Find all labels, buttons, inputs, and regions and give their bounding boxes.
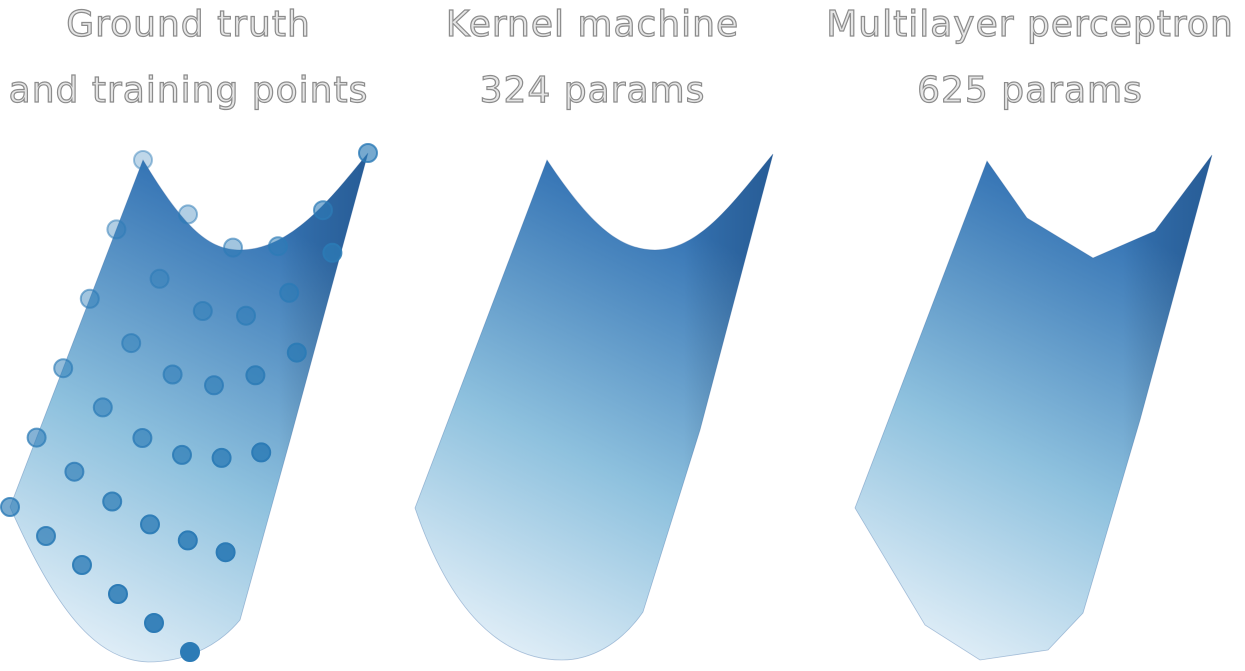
training-point: [36, 526, 56, 546]
training-point: [245, 365, 266, 386]
training-point: [251, 442, 272, 463]
ground-truth-surface: [9, 152, 369, 663]
training-point: [180, 642, 200, 662]
training-point: [358, 143, 378, 163]
training-point: [72, 555, 92, 575]
surface-shading: [10, 153, 368, 662]
kernel-machine-surface: [414, 153, 774, 661]
training-point: [322, 242, 343, 263]
surface-shading: [415, 154, 773, 660]
training-point: [79, 288, 100, 309]
training-point: [172, 444, 192, 465]
training-point: [211, 447, 232, 468]
training-point: [204, 375, 224, 396]
training-point: [102, 491, 123, 512]
training-points: [0, 143, 378, 662]
title-line-1: Multilayer perceptron: [826, 3, 1234, 45]
training-point: [26, 427, 47, 448]
training-point: [106, 219, 127, 240]
panel-title-mlp: Multilayer perceptron 625 params: [800, 0, 1245, 124]
training-point: [223, 237, 243, 258]
training-point: [215, 542, 236, 563]
panel-title-ground-truth: Ground truth and training points: [0, 0, 377, 124]
training-point: [0, 497, 20, 517]
surface-shading: [855, 155, 1212, 660]
title-line-1: Ground truth: [66, 3, 311, 45]
training-point: [133, 150, 153, 170]
title-line-1: Kernel machine: [445, 3, 740, 45]
training-point: [236, 305, 256, 326]
training-point: [149, 268, 170, 289]
training-point: [162, 364, 183, 385]
mlp-surface: [854, 154, 1213, 661]
training-point: [286, 342, 307, 363]
training-point: [92, 397, 113, 418]
training-point: [192, 301, 213, 321]
panel-title-kernel-machine: Kernel machine 324 params: [420, 0, 765, 124]
training-point: [140, 514, 160, 535]
training-point: [178, 204, 198, 225]
training-point: [64, 461, 85, 482]
training-point: [279, 282, 300, 303]
training-point: [132, 428, 153, 448]
training-point: [108, 584, 128, 604]
training-point: [313, 200, 333, 221]
training-point: [144, 613, 164, 633]
training-point: [121, 333, 142, 354]
title-line-2: and training points: [8, 69, 369, 111]
training-point: [268, 236, 288, 257]
title-line-2: 625 params: [917, 69, 1143, 111]
training-point: [177, 530, 198, 551]
title-line-2: 324 params: [479, 69, 706, 111]
training-point: [53, 358, 74, 379]
